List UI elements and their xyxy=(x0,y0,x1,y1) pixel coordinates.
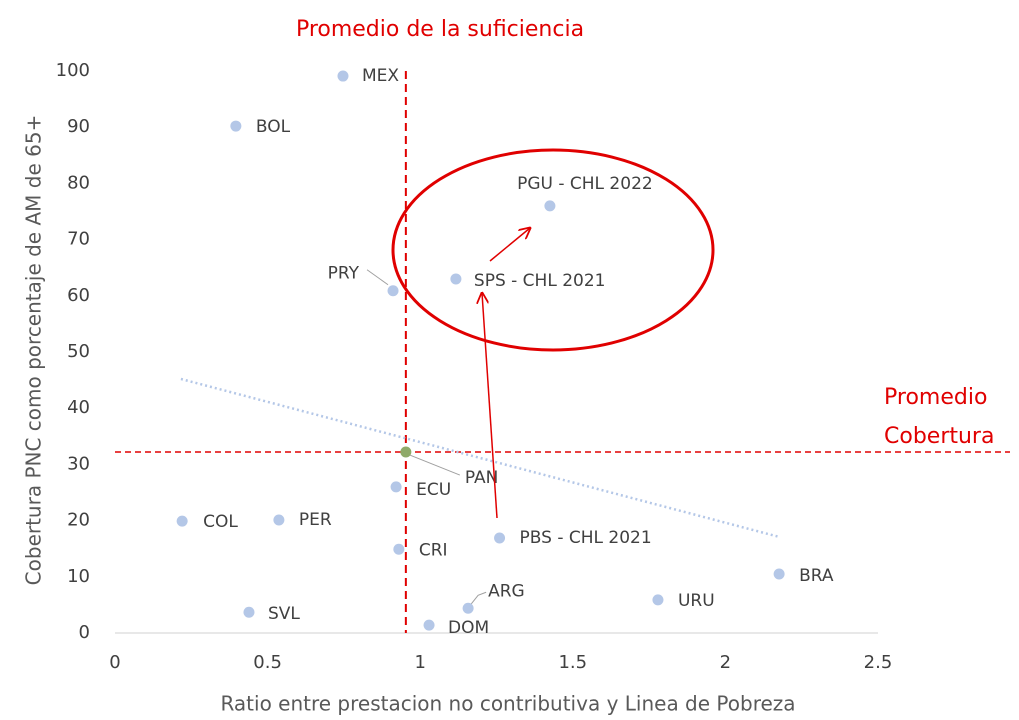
arrow xyxy=(482,293,498,519)
y-tick-label: 80 xyxy=(67,172,90,193)
point-label: BOL xyxy=(256,117,291,137)
x-tick-label: 1.5 xyxy=(558,652,587,673)
ref-x-label: Promedio de la suficiencia xyxy=(296,17,584,42)
highlight-ellipse xyxy=(391,148,715,352)
y-tick-label: 10 xyxy=(67,566,90,587)
leader-line xyxy=(469,591,487,606)
y-tick-label: 30 xyxy=(67,453,90,474)
y-tick-label: 20 xyxy=(67,510,90,531)
point-label: PBS - CHL 2021 xyxy=(520,528,652,548)
leader-line xyxy=(409,454,461,476)
trendline xyxy=(180,377,780,539)
x-tick-label: 0 xyxy=(109,652,120,673)
point xyxy=(450,273,462,285)
point xyxy=(337,70,349,82)
y-tick-label: 70 xyxy=(67,229,90,250)
point xyxy=(387,285,399,297)
point-label: PAN xyxy=(465,468,499,488)
point-label: PGU - CHL 2022 xyxy=(517,174,653,194)
point xyxy=(400,446,412,458)
y-tick-label: 60 xyxy=(67,285,90,306)
point xyxy=(462,602,474,614)
y-tick-label: 40 xyxy=(67,397,90,418)
x-tick-label: 0.5 xyxy=(253,652,282,673)
point-label: CRI xyxy=(419,540,448,560)
point-label: SPS - CHL 2021 xyxy=(474,271,606,291)
x-tick-label: 1 xyxy=(414,652,425,673)
point xyxy=(652,594,664,606)
plot-area: 0 0.5 1 1.5 2 2.5 0 10 20 30 40 50 60 70 80 90 100 MEX BOL… xyxy=(56,60,1010,673)
point xyxy=(230,120,242,132)
point xyxy=(393,543,405,555)
point xyxy=(544,200,556,212)
arrow xyxy=(489,228,530,262)
y-tick-label: 0 xyxy=(79,622,90,643)
point-label: SVL xyxy=(268,604,300,624)
point-label: ECU xyxy=(416,480,451,500)
point-label: URU xyxy=(678,591,715,611)
y-tick-label: 100 xyxy=(56,60,90,81)
x-tick-label: 2.5 xyxy=(864,652,893,673)
point xyxy=(494,532,506,544)
point-label: ARG xyxy=(488,581,525,601)
point-label: PRY xyxy=(328,264,360,284)
point-label: PER xyxy=(299,510,332,530)
y-tick-label: 90 xyxy=(67,116,90,137)
point xyxy=(176,515,188,527)
point xyxy=(773,568,785,580)
x-axis-title: Ratio entre prestacion no contributiva y… xyxy=(220,692,795,716)
point-label: MEX xyxy=(362,66,399,86)
point-label: DOM xyxy=(448,618,489,638)
ref-y-label: Cobertura xyxy=(884,424,994,449)
point xyxy=(423,619,435,631)
point xyxy=(243,606,255,618)
point xyxy=(390,481,402,493)
point-label: COL xyxy=(203,512,238,532)
point-label: BRA xyxy=(799,566,834,586)
y-tick-label: 50 xyxy=(67,341,90,362)
x-tick-label: 2 xyxy=(720,652,731,673)
ref-y-label: Promedio xyxy=(884,385,987,410)
leader-line xyxy=(366,269,389,286)
point xyxy=(273,514,285,526)
y-axis-title: Cobertura PNC como porcentaje de AM de 6… xyxy=(22,115,46,586)
